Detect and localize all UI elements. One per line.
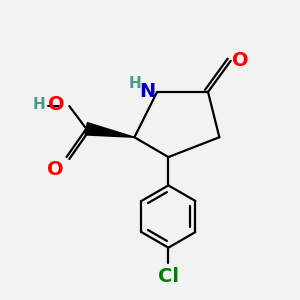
Polygon shape <box>85 123 134 137</box>
Text: O: O <box>232 51 249 70</box>
Text: O: O <box>47 160 64 179</box>
Text: Cl: Cl <box>158 268 179 286</box>
Text: O: O <box>49 95 65 114</box>
Text: H: H <box>129 76 142 91</box>
Text: N: N <box>140 82 156 101</box>
Text: H: H <box>32 97 45 112</box>
